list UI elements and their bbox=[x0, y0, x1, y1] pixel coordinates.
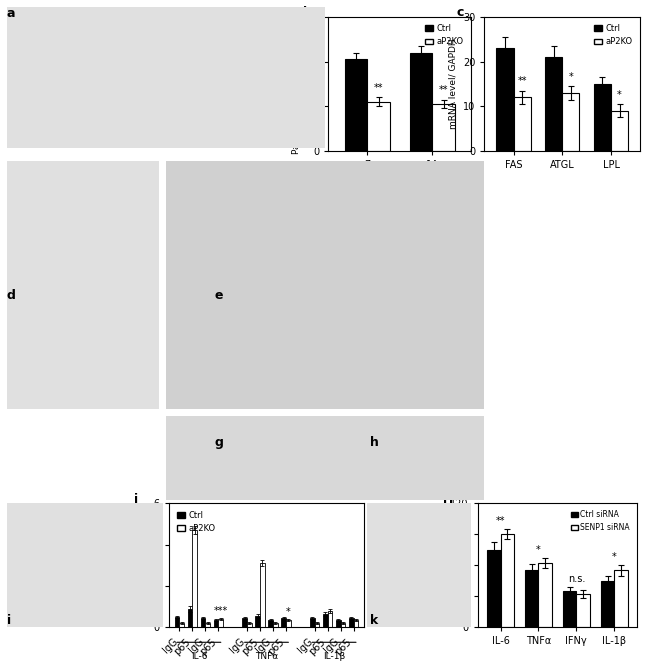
Y-axis label: Cytokine level (pg ml⁻¹): Cytokine level (pg ml⁻¹) bbox=[436, 515, 445, 616]
Text: *: * bbox=[612, 552, 617, 562]
Bar bbox=[214, 620, 218, 627]
Bar bbox=[594, 84, 611, 151]
Bar bbox=[367, 102, 390, 151]
Bar bbox=[545, 57, 562, 151]
Bar bbox=[538, 563, 552, 627]
Bar bbox=[614, 570, 627, 627]
Bar bbox=[336, 620, 341, 627]
Text: k: k bbox=[370, 614, 379, 627]
Text: l: l bbox=[443, 493, 447, 507]
Bar bbox=[328, 611, 332, 627]
Text: l: l bbox=[449, 493, 453, 507]
Bar bbox=[205, 623, 210, 627]
Text: g: g bbox=[214, 436, 224, 449]
Text: h: h bbox=[370, 436, 380, 449]
Legend: Ctrl siRNA, SENP1 siRNA: Ctrl siRNA, SENP1 siRNA bbox=[567, 507, 633, 535]
Bar bbox=[179, 623, 184, 627]
Bar bbox=[514, 97, 530, 151]
Bar bbox=[349, 618, 354, 627]
Bar bbox=[323, 614, 328, 627]
Text: **: ** bbox=[374, 83, 383, 93]
Bar bbox=[497, 48, 514, 151]
Y-axis label: mRNA level/ GAPDH: mRNA level/ GAPDH bbox=[448, 38, 458, 130]
Text: IL-6: IL-6 bbox=[190, 652, 207, 661]
Text: a: a bbox=[6, 7, 15, 19]
Text: Weeks: Weeks bbox=[384, 172, 415, 183]
Bar bbox=[500, 534, 514, 627]
Bar bbox=[341, 623, 345, 627]
Text: d: d bbox=[6, 289, 16, 301]
Text: c: c bbox=[456, 6, 463, 19]
Legend: Ctrl, aP2KO: Ctrl, aP2KO bbox=[422, 21, 467, 50]
Y-axis label: % of input: % of input bbox=[139, 542, 148, 588]
Text: IL-1β: IL-1β bbox=[323, 652, 345, 661]
Bar bbox=[281, 618, 286, 627]
Bar bbox=[192, 530, 197, 627]
Bar bbox=[354, 620, 358, 627]
Bar bbox=[242, 618, 247, 627]
Bar bbox=[315, 623, 319, 627]
Bar bbox=[268, 620, 273, 627]
Bar bbox=[188, 609, 192, 627]
Bar bbox=[601, 581, 614, 627]
Bar bbox=[525, 570, 538, 627]
Text: **: ** bbox=[517, 76, 526, 86]
Text: **: ** bbox=[439, 85, 448, 95]
Y-axis label: Pancreatic adipocyte size (μm): Pancreatic adipocyte size (μm) bbox=[292, 14, 302, 154]
Bar bbox=[310, 618, 315, 627]
Bar bbox=[273, 623, 278, 627]
Text: i: i bbox=[6, 614, 10, 627]
Legend: Ctrl, aP2KO: Ctrl, aP2KO bbox=[591, 21, 636, 50]
Bar bbox=[344, 59, 367, 151]
Text: ***: *** bbox=[214, 606, 228, 616]
Text: j: j bbox=[134, 493, 138, 507]
Bar bbox=[410, 52, 432, 151]
Bar bbox=[175, 617, 179, 627]
Bar bbox=[488, 550, 500, 627]
Text: *: * bbox=[617, 89, 622, 99]
Bar bbox=[255, 616, 260, 627]
Text: *: * bbox=[286, 607, 291, 617]
Legend: Ctrl, aP2KO: Ctrl, aP2KO bbox=[173, 507, 218, 536]
Text: *: * bbox=[568, 72, 573, 82]
Text: e: e bbox=[214, 289, 223, 301]
Bar bbox=[247, 623, 252, 627]
Bar bbox=[201, 618, 205, 627]
Bar bbox=[577, 595, 590, 627]
Bar bbox=[563, 591, 577, 627]
Text: *: * bbox=[536, 545, 541, 555]
Bar bbox=[432, 104, 455, 151]
Text: n.s.: n.s. bbox=[567, 574, 585, 584]
Bar bbox=[218, 619, 223, 627]
Text: TNFα: TNFα bbox=[255, 652, 278, 661]
Bar bbox=[260, 563, 265, 627]
Text: **: ** bbox=[496, 516, 505, 526]
Text: b: b bbox=[302, 6, 311, 19]
Bar bbox=[286, 620, 291, 627]
Bar bbox=[611, 111, 628, 151]
Bar bbox=[562, 93, 579, 151]
